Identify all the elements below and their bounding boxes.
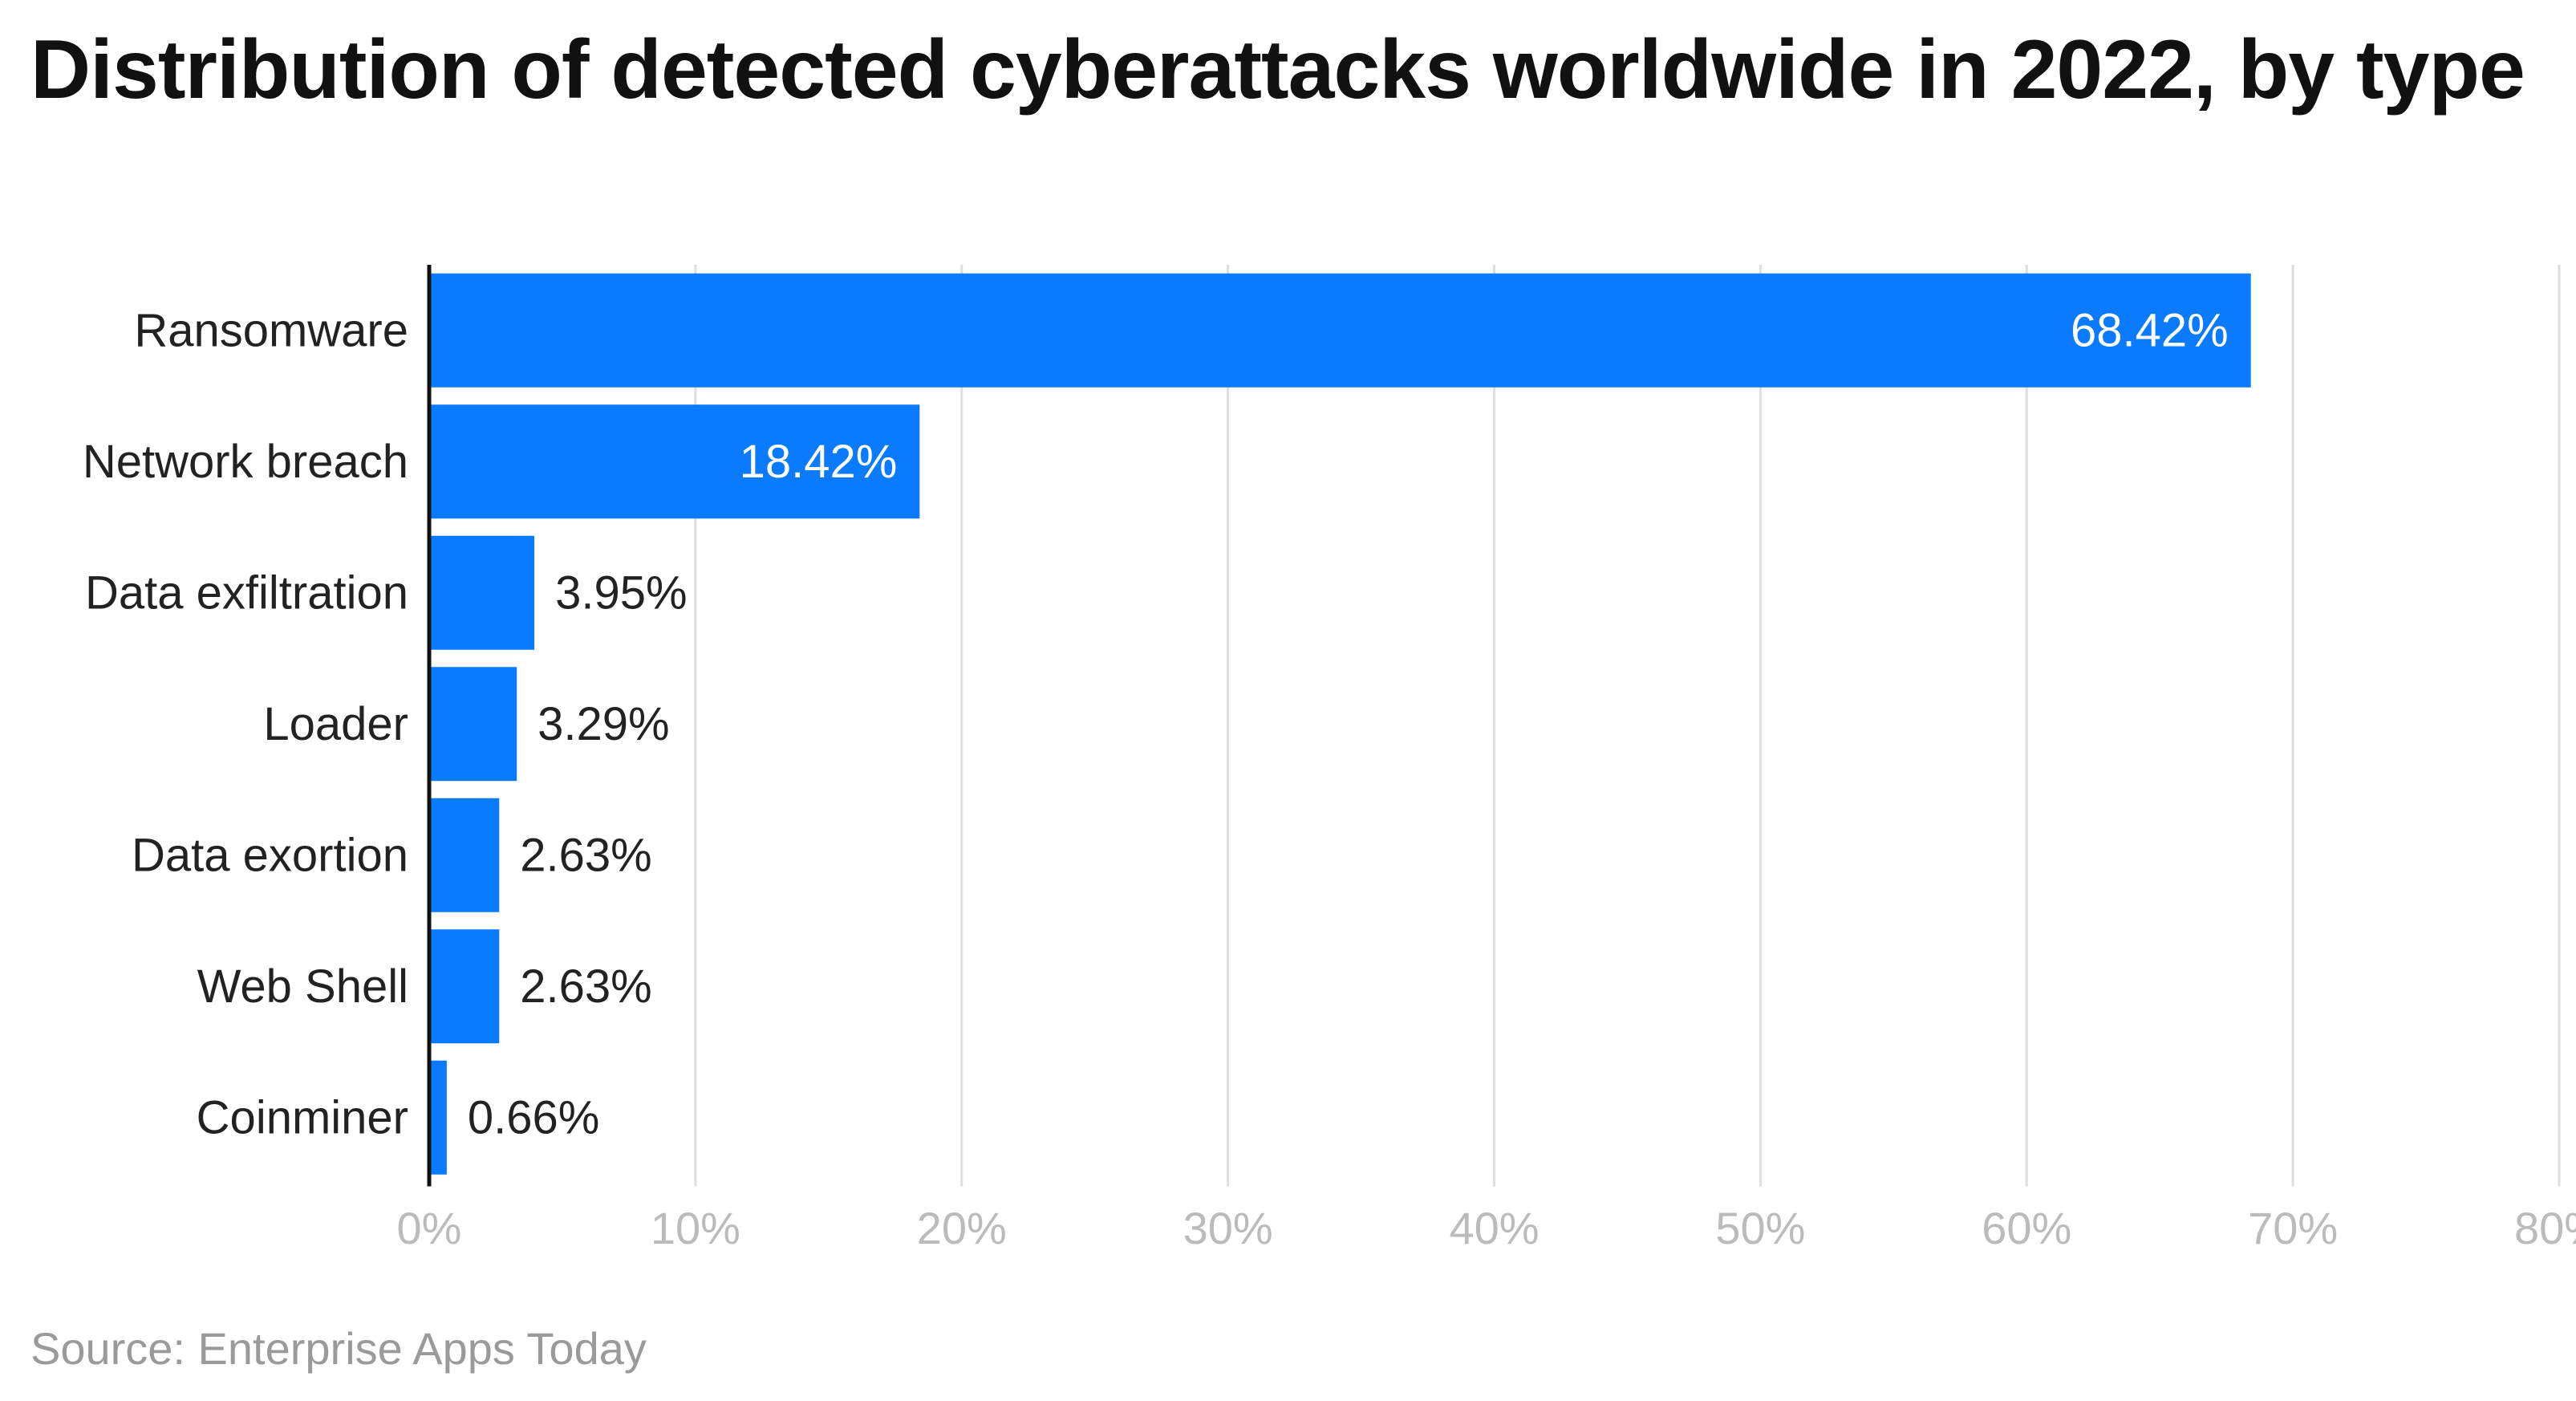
x-axis-ticks: 0% 10% 20% 30% 40% 50% 60% 70% 80% [397,1203,2576,1253]
bar-value-label: 68.42% [2071,304,2229,356]
chart-title: Distribution of detected cyberattacks wo… [30,23,2525,116]
category-label: Loader [263,698,408,750]
x-tick-label: 20% [917,1203,1007,1253]
x-tick-label: 80% [2514,1203,2576,1253]
x-tick-label: 30% [1183,1203,1273,1253]
bar-value-label: 2.63% [520,829,651,881]
category-label: Web Shell [197,960,408,1013]
bar [429,929,500,1044]
category-label: Data exfiltration [85,566,408,619]
bar-value-label: 3.29% [538,698,669,750]
bar [429,667,517,782]
bar [429,798,500,912]
category-label: Ransomware [134,304,408,356]
x-tick-label: 0% [397,1203,462,1253]
bar-value-label: 18.42% [740,436,898,488]
bar [429,1060,447,1175]
bar [429,273,2251,388]
bar-chart: 68.42% 18.42% 3.95% 3.29% 2.63% 2.63% 0.66% Ra… [83,265,2576,1253]
x-tick-label: 40% [1449,1203,1539,1253]
category-label: Data exortion [132,829,408,881]
category-label: Coinminer [197,1091,408,1143]
category-labels: Ransomware Network breach Data exfiltratio… [83,304,408,1143]
x-tick-label: 50% [1715,1203,1805,1253]
bar-value-label: 2.63% [520,960,651,1013]
bar-value-label: 0.66% [468,1091,599,1143]
value-labels: 68.42% 18.42% 3.95% 3.29% 2.63% 2.63% 0.66% [468,304,2229,1143]
bar [429,404,920,519]
x-tick-label: 60% [1982,1203,2071,1253]
gridlines [694,265,2561,1187]
x-tick-label: 70% [2248,1203,2338,1253]
category-label: Network breach [83,436,408,488]
bar [429,535,535,650]
bars [429,273,2251,1175]
source-note: Source: Enterprise Apps Today [30,1323,647,1374]
x-tick-label: 10% [651,1203,740,1253]
bar-value-label: 3.95% [555,566,687,619]
